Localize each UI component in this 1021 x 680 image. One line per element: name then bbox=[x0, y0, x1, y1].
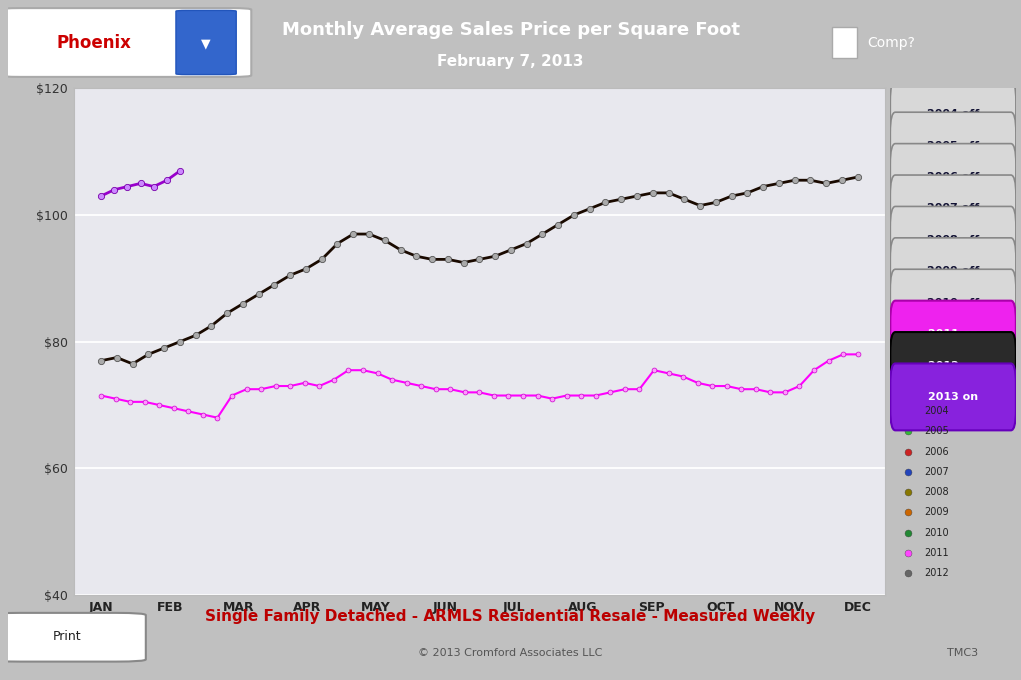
FancyBboxPatch shape bbox=[0, 613, 146, 662]
Text: 2008: 2008 bbox=[924, 487, 949, 497]
FancyBboxPatch shape bbox=[890, 112, 1016, 179]
FancyBboxPatch shape bbox=[890, 143, 1016, 211]
FancyBboxPatch shape bbox=[890, 207, 1016, 273]
Text: 2010 off: 2010 off bbox=[927, 298, 979, 307]
FancyBboxPatch shape bbox=[890, 301, 1016, 367]
Text: 2006 off: 2006 off bbox=[927, 172, 979, 182]
Bar bbox=[832, 27, 857, 58]
Text: 2005 off: 2005 off bbox=[927, 141, 979, 151]
Text: 2007 off: 2007 off bbox=[927, 203, 979, 214]
Text: 2004 off: 2004 off bbox=[927, 109, 979, 119]
Text: 2004: 2004 bbox=[924, 406, 949, 416]
Text: 2008 off: 2008 off bbox=[927, 235, 979, 245]
Text: 2012: 2012 bbox=[924, 568, 949, 578]
Text: Monthly Average Sales Price per Square Foot: Monthly Average Sales Price per Square F… bbox=[282, 21, 739, 39]
Text: Single Family Detached - ARMLS Residential Resale - Measured Weekly: Single Family Detached - ARMLS Residenti… bbox=[205, 609, 816, 624]
FancyBboxPatch shape bbox=[890, 175, 1016, 242]
Text: Comp?: Comp? bbox=[867, 35, 915, 50]
Text: 2005: 2005 bbox=[924, 426, 949, 437]
Text: 2012 on: 2012 on bbox=[928, 360, 978, 371]
Text: 2010: 2010 bbox=[924, 528, 949, 538]
FancyBboxPatch shape bbox=[890, 238, 1016, 305]
Text: February 7, 2013: February 7, 2013 bbox=[437, 54, 584, 69]
FancyBboxPatch shape bbox=[890, 269, 1016, 336]
FancyBboxPatch shape bbox=[890, 332, 1016, 399]
Text: 2013 on: 2013 on bbox=[928, 392, 978, 402]
FancyBboxPatch shape bbox=[176, 10, 236, 75]
Text: 2006: 2006 bbox=[924, 447, 949, 457]
Text: ▼: ▼ bbox=[201, 37, 211, 50]
Text: 2009 off: 2009 off bbox=[927, 267, 979, 276]
Text: 2007: 2007 bbox=[924, 467, 949, 477]
FancyBboxPatch shape bbox=[890, 364, 1016, 430]
Text: Phoenix: Phoenix bbox=[56, 33, 131, 52]
Text: © 2013 Cromford Associates LLC: © 2013 Cromford Associates LLC bbox=[419, 648, 602, 658]
Text: TMC3: TMC3 bbox=[946, 648, 978, 658]
FancyBboxPatch shape bbox=[890, 81, 1016, 148]
Text: 2009: 2009 bbox=[924, 507, 949, 517]
Text: 2011 on: 2011 on bbox=[928, 329, 978, 339]
FancyBboxPatch shape bbox=[0, 8, 251, 77]
Text: Print: Print bbox=[53, 630, 82, 643]
Text: 2011: 2011 bbox=[924, 548, 949, 558]
